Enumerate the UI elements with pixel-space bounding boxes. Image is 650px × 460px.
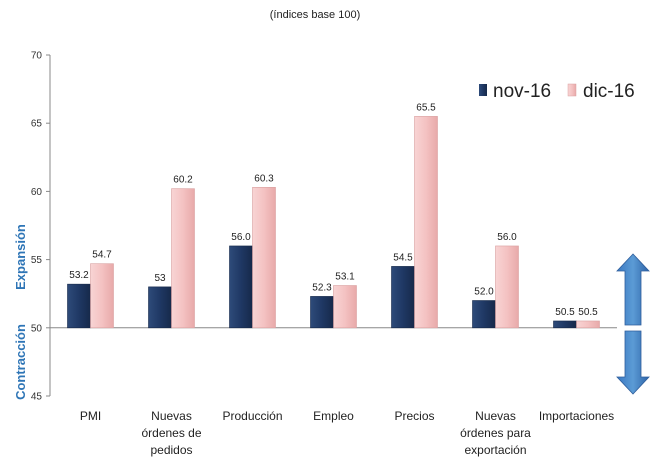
x-tick-label: Importaciones (539, 409, 614, 423)
data-label-dic-16: 56.0 (497, 232, 517, 243)
contraction-label: Contracción (13, 324, 28, 400)
bar-dic-16 (252, 187, 276, 329)
y-tick-label: 50 (31, 323, 43, 334)
bar-nov-16 (229, 245, 253, 329)
bar-nov-16 (310, 296, 334, 329)
x-tick-label: PMI (80, 409, 101, 423)
bar-nov-16 (67, 283, 91, 329)
bar-nov-16 (148, 286, 172, 329)
x-tick-label: Nuevas órdenes para exportación (460, 409, 531, 457)
legend: nov-16 dic-16 (479, 81, 635, 102)
legend-label-dic-16: dic-16 (583, 81, 635, 102)
legend-label-nov-16: nov-16 (493, 81, 551, 102)
bar-nov-16 (553, 320, 577, 329)
data-label-dic-16: 65.5 (416, 102, 436, 113)
x-tick-label: Empleo (313, 409, 354, 423)
y-tick-label: 60 (31, 187, 43, 198)
data-label-dic-16: 60.2 (173, 175, 193, 186)
legend-swatch-nov-16 (479, 84, 487, 96)
data-label-dic-16: 60.3 (254, 173, 274, 184)
bar-nov-16 (472, 300, 496, 329)
bar-dic-16 (495, 245, 519, 329)
data-label-nov-16: 52.3 (312, 282, 332, 293)
bar-dic-16 (333, 285, 357, 329)
data-label-nov-16: 56.0 (231, 232, 251, 243)
x-tick-label: Precios (394, 409, 434, 423)
data-label-nov-16: 50.5 (555, 307, 575, 318)
data-labels: 53.254.7 53 60.2 56.0 60.3 52.353.1 54.5 65.5 52… (69, 102, 598, 318)
expansion-label: Expansión (13, 224, 28, 290)
data-label-nov-16: 54.5 (393, 252, 413, 263)
x-tick-label: Producción (222, 409, 282, 423)
bar-dic-16 (414, 116, 438, 329)
bar-dic-16 (171, 188, 195, 329)
y-axis: 45 50 55 60 65 70 (31, 51, 617, 403)
expansion-arrow-icon (616, 253, 650, 326)
contraction-arrow-icon (616, 330, 650, 395)
x-tick-label: Nuevas órdenes de pedidos (141, 409, 201, 457)
data-label-nov-16: 53.2 (69, 270, 89, 281)
bars (67, 116, 600, 329)
bar-dic-16 (576, 320, 600, 329)
bar-nov-16 (391, 266, 415, 329)
bar-dic-16 (90, 263, 114, 329)
data-label-dic-16: 53.1 (335, 272, 355, 283)
x-axis-labels: PMI Nuevas órdenes de pedidos Producción Empl… (80, 409, 614, 457)
legend-swatch-dic-16 (567, 83, 577, 97)
y-tick-label: 65 (31, 119, 43, 130)
y-tick-label: 70 (31, 51, 43, 62)
y-tick-label: 45 (31, 392, 43, 403)
y-tick-label: 55 (31, 255, 43, 266)
data-label-dic-16: 54.7 (92, 250, 112, 261)
data-label-nov-16: 52.0 (474, 287, 494, 298)
chart-subtitle: (índices base 100) (270, 9, 361, 21)
data-label-dic-16: 50.5 (578, 307, 598, 318)
data-label-nov-16: 53 (154, 273, 166, 284)
